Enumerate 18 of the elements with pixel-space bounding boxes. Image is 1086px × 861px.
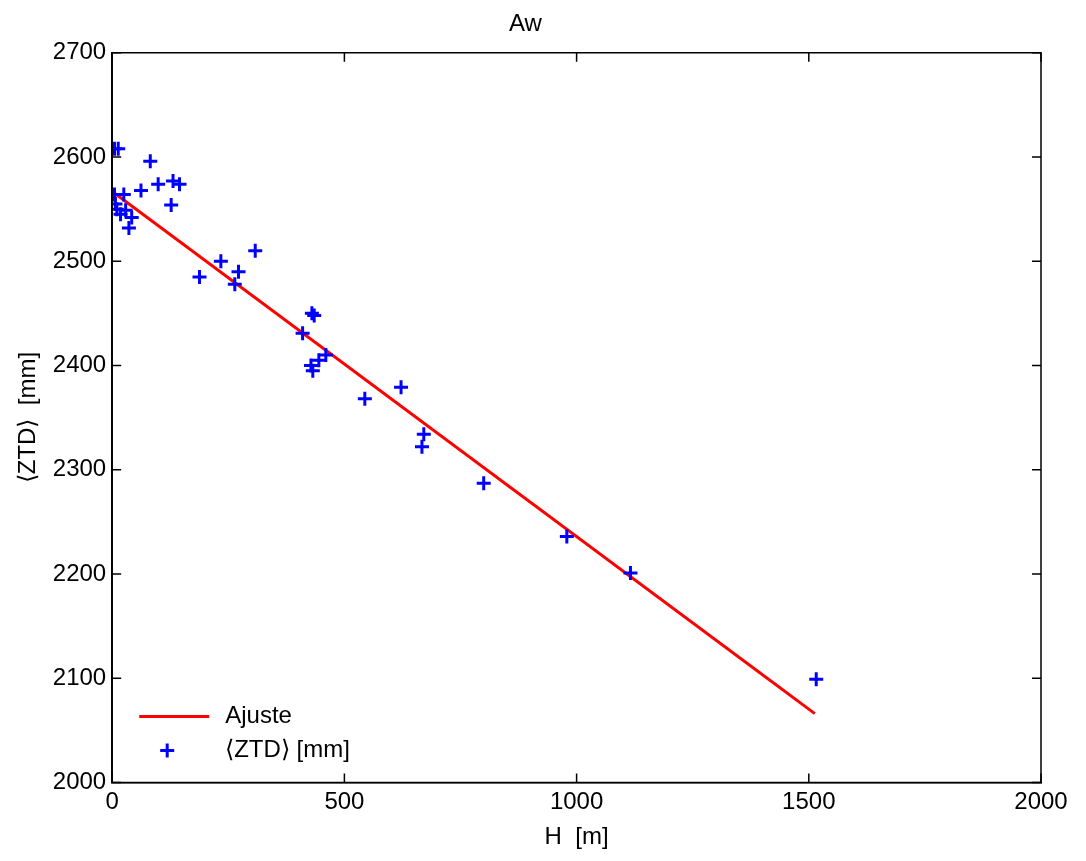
legend-label: ⟨ZTD⟩ [mm] <box>225 735 350 763</box>
y-tick-label: 2300 <box>52 454 107 482</box>
x-tick-label: 1500 <box>782 787 836 815</box>
y-tick-label: 2200 <box>52 558 107 586</box>
y-tick-label: 2700 <box>52 37 107 65</box>
x-axis-title: H [m] <box>544 822 609 850</box>
x-tick-label: 0 <box>105 787 119 815</box>
y-tick-label: 2600 <box>52 141 107 169</box>
y-tick-label: 2100 <box>52 662 107 690</box>
y-tick-label: 2400 <box>52 350 107 378</box>
x-tick-label: 500 <box>324 787 365 815</box>
legend-label: Ajuste <box>225 701 292 729</box>
y-tick-label: 2500 <box>52 245 107 273</box>
y-axis-title: ⟨ZTD⟩ [mm] <box>13 351 41 484</box>
y-tick-label: 2000 <box>52 767 107 795</box>
x-tick-label: 2000 <box>1014 787 1068 815</box>
x-tick-label: 1000 <box>549 787 604 815</box>
chart-title: Aw <box>509 9 543 37</box>
